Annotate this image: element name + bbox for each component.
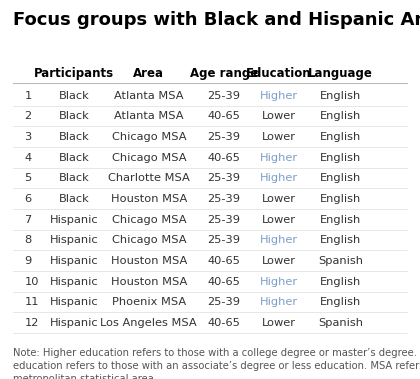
- Text: English: English: [320, 215, 361, 225]
- Text: Houston MSA: Houston MSA: [111, 194, 187, 204]
- Text: Age range: Age range: [190, 67, 258, 80]
- Text: Hispanic: Hispanic: [50, 318, 98, 328]
- Text: 10: 10: [24, 277, 39, 287]
- Text: 40-65: 40-65: [207, 277, 240, 287]
- Text: 3: 3: [24, 132, 32, 142]
- Text: English: English: [320, 235, 361, 246]
- Text: Chicago MSA: Chicago MSA: [112, 132, 186, 142]
- Text: Lower: Lower: [262, 318, 296, 328]
- Text: Higher: Higher: [260, 298, 298, 307]
- Text: Lower: Lower: [262, 194, 296, 204]
- Text: Hispanic: Hispanic: [50, 256, 98, 266]
- Text: Houston MSA: Houston MSA: [111, 277, 187, 287]
- Text: Black: Black: [58, 111, 89, 122]
- Text: Note: Higher education refers to those with a college degree or master’s degree.: Note: Higher education refers to those w…: [13, 348, 420, 379]
- Text: 2: 2: [24, 111, 32, 122]
- Text: 25-39: 25-39: [207, 235, 240, 246]
- Text: Atlanta MSA: Atlanta MSA: [114, 91, 184, 101]
- Text: Phoenix MSA: Phoenix MSA: [112, 298, 186, 307]
- Text: Higher: Higher: [260, 174, 298, 183]
- Text: English: English: [320, 91, 361, 101]
- Text: Participants: Participants: [34, 67, 114, 80]
- Text: Black: Black: [58, 132, 89, 142]
- Text: English: English: [320, 298, 361, 307]
- Text: English: English: [320, 194, 361, 204]
- Text: Higher: Higher: [260, 153, 298, 163]
- Text: Higher: Higher: [260, 235, 298, 246]
- Text: 40-65: 40-65: [207, 153, 240, 163]
- Text: English: English: [320, 153, 361, 163]
- Text: 25-39: 25-39: [207, 215, 240, 225]
- Text: Black: Black: [58, 153, 89, 163]
- Text: Charlotte MSA: Charlotte MSA: [108, 174, 190, 183]
- Text: 9: 9: [24, 256, 32, 266]
- Text: Higher: Higher: [260, 91, 298, 101]
- Text: Language: Language: [308, 67, 373, 80]
- Text: Lower: Lower: [262, 111, 296, 122]
- Text: English: English: [320, 132, 361, 142]
- Text: English: English: [320, 174, 361, 183]
- Text: 25-39: 25-39: [207, 132, 240, 142]
- Text: Chicago MSA: Chicago MSA: [112, 215, 186, 225]
- Text: 25-39: 25-39: [207, 298, 240, 307]
- Text: Lower: Lower: [262, 256, 296, 266]
- Text: Hispanic: Hispanic: [50, 235, 98, 246]
- Text: Higher: Higher: [260, 277, 298, 287]
- Text: Spanish: Spanish: [318, 256, 363, 266]
- Text: Area: Area: [133, 67, 164, 80]
- Text: Houston MSA: Houston MSA: [111, 256, 187, 266]
- Text: 1: 1: [24, 91, 32, 101]
- Text: Education: Education: [246, 67, 312, 80]
- Text: 25-39: 25-39: [207, 194, 240, 204]
- Text: 25-39: 25-39: [207, 174, 240, 183]
- Text: 8: 8: [24, 235, 32, 246]
- Text: 40-65: 40-65: [207, 111, 240, 122]
- Text: 7: 7: [24, 215, 32, 225]
- Text: 11: 11: [24, 298, 39, 307]
- Text: Spanish: Spanish: [318, 318, 363, 328]
- Text: Chicago MSA: Chicago MSA: [112, 153, 186, 163]
- Text: English: English: [320, 111, 361, 122]
- Text: Atlanta MSA: Atlanta MSA: [114, 111, 184, 122]
- Text: Hispanic: Hispanic: [50, 298, 98, 307]
- Text: Chicago MSA: Chicago MSA: [112, 235, 186, 246]
- Text: 25-39: 25-39: [207, 91, 240, 101]
- Text: 12: 12: [24, 318, 39, 328]
- Text: Black: Black: [58, 174, 89, 183]
- Text: Lower: Lower: [262, 132, 296, 142]
- Text: 5: 5: [24, 174, 32, 183]
- Text: Hispanic: Hispanic: [50, 277, 98, 287]
- Text: Lower: Lower: [262, 215, 296, 225]
- Text: 40-65: 40-65: [207, 318, 240, 328]
- Text: English: English: [320, 277, 361, 287]
- Text: Los Angeles MSA: Los Angeles MSA: [100, 318, 197, 328]
- Text: 4: 4: [24, 153, 32, 163]
- Text: Black: Black: [58, 194, 89, 204]
- Text: Focus groups with Black and Hispanic Americans: Focus groups with Black and Hispanic Ame…: [13, 11, 420, 29]
- Text: Black: Black: [58, 91, 89, 101]
- Text: Hispanic: Hispanic: [50, 215, 98, 225]
- Text: 40-65: 40-65: [207, 256, 240, 266]
- Text: 6: 6: [24, 194, 32, 204]
